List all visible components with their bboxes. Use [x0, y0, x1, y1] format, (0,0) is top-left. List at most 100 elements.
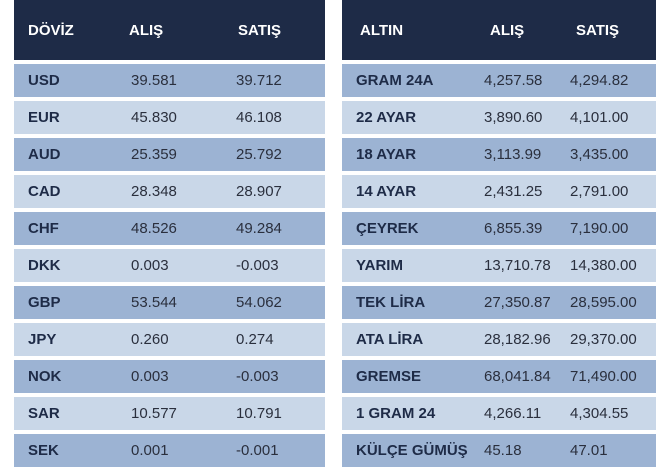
gold-buy-cell: 2,431.25 — [474, 175, 566, 208]
currency-row: DKK 0.003 -0.003 — [14, 249, 325, 282]
currency-buy-cell: 39.581 — [119, 64, 224, 97]
currency-row: NOK 0.003 -0.003 — [14, 360, 325, 393]
gold-code-cell: ÇEYREK — [342, 212, 474, 245]
currency-sell-cell: -0.003 — [224, 360, 325, 393]
currency-row: CHF 48.526 49.284 — [14, 212, 325, 245]
gold-table: ALTIN ALIŞ SATIŞ GRAM 24A 4,257.58 4,294.8… — [342, 0, 656, 471]
currency-header-sell: SATIŞ — [224, 0, 325, 60]
gold-row: 1 GRAM 24 4,266.11 4,304.55 — [342, 397, 656, 430]
currency-code-cell: CAD — [14, 175, 119, 208]
gold-buy-cell: 28,182.96 — [474, 323, 566, 356]
currency-header-buy: ALIŞ — [119, 0, 224, 60]
currency-sell-cell: 10.791 — [224, 397, 325, 430]
currency-sell-cell: 39.712 — [224, 64, 325, 97]
gold-row: GREMSE 68,041.84 71,490.00 — [342, 360, 656, 393]
gold-header-row: ALTIN ALIŞ SATIŞ — [342, 0, 656, 60]
gold-row: TEK LİRA 27,350.87 28,595.00 — [342, 286, 656, 319]
gold-buy-cell: 13,710.78 — [474, 249, 566, 282]
gold-sell-cell: 4,294.82 — [566, 64, 656, 97]
gold-row: 18 AYAR 3,113.99 3,435.00 — [342, 138, 656, 171]
currency-code-cell: JPY — [14, 323, 119, 356]
currency-buy-cell: 53.544 — [119, 286, 224, 319]
currency-code-cell: USD — [14, 64, 119, 97]
currency-header-label: DÖVİZ — [14, 0, 119, 60]
gold-row: GRAM 24A 4,257.58 4,294.82 — [342, 64, 656, 97]
gold-row: YARIM 13,710.78 14,380.00 — [342, 249, 656, 282]
gold-buy-cell: 4,257.58 — [474, 64, 566, 97]
gold-code-cell: TEK LİRA — [342, 286, 474, 319]
gold-buy-cell: 6,855.39 — [474, 212, 566, 245]
gold-code-cell: 18 AYAR — [342, 138, 474, 171]
currency-code-cell: DKK — [14, 249, 119, 282]
currency-sell-cell: 0.274 — [224, 323, 325, 356]
gold-buy-cell: 68,041.84 — [474, 360, 566, 393]
gold-sell-cell: 4,304.55 — [566, 397, 656, 430]
gold-row: KÜLÇE GÜMÜŞ 45.18 47.01 — [342, 434, 656, 467]
gold-code-cell: 14 AYAR — [342, 175, 474, 208]
gold-code-cell: KÜLÇE GÜMÜŞ — [342, 434, 474, 467]
gold-sell-cell: 28,595.00 — [566, 286, 656, 319]
currency-code-cell: AUD — [14, 138, 119, 171]
gold-code-cell: GRAM 24A — [342, 64, 474, 97]
currency-row: SEK 0.001 -0.001 — [14, 434, 325, 467]
currency-header-row: DÖVİZ ALIŞ SATIŞ — [14, 0, 325, 60]
currency-buy-cell: 0.001 — [119, 434, 224, 467]
currency-sell-cell: 49.284 — [224, 212, 325, 245]
currency-sell-cell: -0.001 — [224, 434, 325, 467]
gold-buy-cell: 27,350.87 — [474, 286, 566, 319]
currency-panel: DÖVİZ ALIŞ SATIŞ USD 39.581 39.712 EUR 45.83… — [14, 0, 325, 471]
gold-sell-cell: 71,490.00 — [566, 360, 656, 393]
gold-code-cell: 22 AYAR — [342, 101, 474, 134]
gold-buy-cell: 4,266.11 — [474, 397, 566, 430]
currency-sell-cell: 25.792 — [224, 138, 325, 171]
gold-sell-cell: 3,435.00 — [566, 138, 656, 171]
gold-sell-cell: 2,791.00 — [566, 175, 656, 208]
currency-sell-cell: 46.108 — [224, 101, 325, 134]
gold-buy-cell: 3,890.60 — [474, 101, 566, 134]
currency-row: JPY 0.260 0.274 — [14, 323, 325, 356]
currency-row: CAD 28.348 28.907 — [14, 175, 325, 208]
currency-row: AUD 25.359 25.792 — [14, 138, 325, 171]
currency-buy-cell: 25.359 — [119, 138, 224, 171]
currency-table: DÖVİZ ALIŞ SATIŞ USD 39.581 39.712 EUR 45.83… — [14, 0, 325, 471]
gold-row: 14 AYAR 2,431.25 2,791.00 — [342, 175, 656, 208]
currency-code-cell: NOK — [14, 360, 119, 393]
gold-sell-cell: 47.01 — [566, 434, 656, 467]
gold-sell-cell: 29,370.00 — [566, 323, 656, 356]
gold-row: ÇEYREK 6,855.39 7,190.00 — [342, 212, 656, 245]
currency-sell-cell: -0.003 — [224, 249, 325, 282]
gold-sell-cell: 4,101.00 — [566, 101, 656, 134]
gold-panel: ALTIN ALIŞ SATIŞ GRAM 24A 4,257.58 4,294.8… — [342, 0, 656, 471]
gold-header-buy: ALIŞ — [474, 0, 566, 60]
currency-code-cell: GBP — [14, 286, 119, 319]
gold-row: ATA LİRA 28,182.96 29,370.00 — [342, 323, 656, 356]
currency-sell-cell: 54.062 — [224, 286, 325, 319]
currency-buy-cell: 0.260 — [119, 323, 224, 356]
gold-buy-cell: 45.18 — [474, 434, 566, 467]
currency-row: GBP 53.544 54.062 — [14, 286, 325, 319]
gold-header-sell: SATIŞ — [566, 0, 656, 60]
currency-code-cell: EUR — [14, 101, 119, 134]
gold-code-cell: ATA LİRA — [342, 323, 474, 356]
gold-row: 22 AYAR 3,890.60 4,101.00 — [342, 101, 656, 134]
gold-header-label: ALTIN — [342, 0, 474, 60]
currency-buy-cell: 0.003 — [119, 360, 224, 393]
gold-code-cell: YARIM — [342, 249, 474, 282]
currency-buy-cell: 28.348 — [119, 175, 224, 208]
currency-buy-cell: 48.526 — [119, 212, 224, 245]
currency-row: EUR 45.830 46.108 — [14, 101, 325, 134]
gold-sell-cell: 7,190.00 — [566, 212, 656, 245]
gold-buy-cell: 3,113.99 — [474, 138, 566, 171]
currency-code-cell: SEK — [14, 434, 119, 467]
gold-code-cell: 1 GRAM 24 — [342, 397, 474, 430]
currency-row: USD 39.581 39.712 — [14, 64, 325, 97]
currency-buy-cell: 0.003 — [119, 249, 224, 282]
currency-sell-cell: 28.907 — [224, 175, 325, 208]
gold-sell-cell: 14,380.00 — [566, 249, 656, 282]
currency-row: SAR 10.577 10.791 — [14, 397, 325, 430]
currency-code-cell: CHF — [14, 212, 119, 245]
currency-code-cell: SAR — [14, 397, 119, 430]
currency-buy-cell: 10.577 — [119, 397, 224, 430]
currency-buy-cell: 45.830 — [119, 101, 224, 134]
gold-code-cell: GREMSE — [342, 360, 474, 393]
